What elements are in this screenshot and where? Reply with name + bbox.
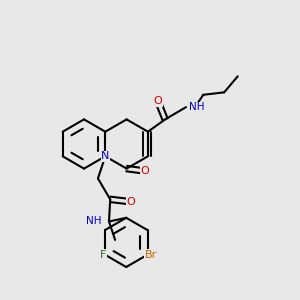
Text: N: N <box>101 151 110 161</box>
Text: F: F <box>100 250 106 260</box>
Text: NH: NH <box>189 102 205 112</box>
Text: O: O <box>141 166 149 176</box>
Text: O: O <box>127 197 136 207</box>
Text: O: O <box>153 96 162 106</box>
Text: Br: Br <box>144 250 157 260</box>
Text: NH: NH <box>86 217 101 226</box>
